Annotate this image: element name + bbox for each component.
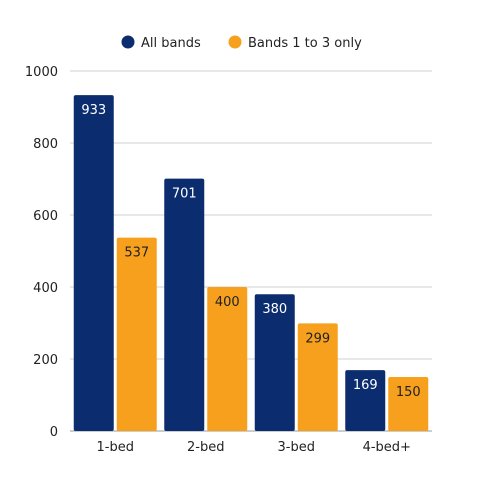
bar-bands-1-to-3-only-2-bed: [207, 287, 248, 431]
bar-bands-1-to-3-only-4-bed-: [388, 377, 429, 431]
bar-all-bands-3-bed: [254, 294, 295, 431]
legend-swatch: [228, 35, 242, 49]
legend-label: All bands: [141, 36, 201, 51]
x-tick-label: 2-bed: [187, 440, 224, 455]
data-label: 400: [215, 295, 240, 310]
y-axis-ticks: 0 200 400 600 800 1000: [25, 65, 58, 440]
y-tick-label: 600: [33, 209, 58, 224]
legend: All bands Bands 1 to 3 only: [121, 35, 362, 51]
bar-all-bands-4-bed-: [345, 370, 386, 431]
data-label: 150: [396, 385, 421, 400]
bars: 933 537 701 400 380 299 169 150: [73, 95, 429, 432]
x-tick-label: 1-bed: [97, 440, 134, 455]
data-label: 537: [124, 246, 149, 261]
bar-bands-1-to-3-only-1-bed: [116, 237, 157, 431]
legend-label: Bands 1 to 3 only: [248, 36, 362, 51]
x-axis-ticks: 1-bed 2-bed 3-bed 4-bed+: [97, 440, 411, 455]
bar-all-bands-2-bed: [164, 178, 205, 431]
data-label: 933: [81, 103, 106, 118]
data-label: 299: [305, 331, 330, 346]
legend-swatch: [121, 35, 135, 49]
data-label: 701: [172, 187, 197, 202]
data-label: 169: [353, 378, 378, 393]
x-tick-label: 4-bed+: [363, 440, 411, 455]
data-label: 380: [262, 302, 287, 317]
x-tick-label: 3-bed: [278, 440, 315, 455]
y-tick-label: 1000: [25, 65, 58, 80]
y-tick-label: 400: [33, 281, 58, 296]
y-tick-label: 200: [33, 353, 58, 368]
bar-all-bands-1-bed: [73, 95, 114, 432]
bar-bands-1-to-3-only-3-bed: [297, 323, 338, 431]
y-tick-label: 0: [50, 425, 58, 440]
y-tick-label: 800: [33, 137, 58, 152]
